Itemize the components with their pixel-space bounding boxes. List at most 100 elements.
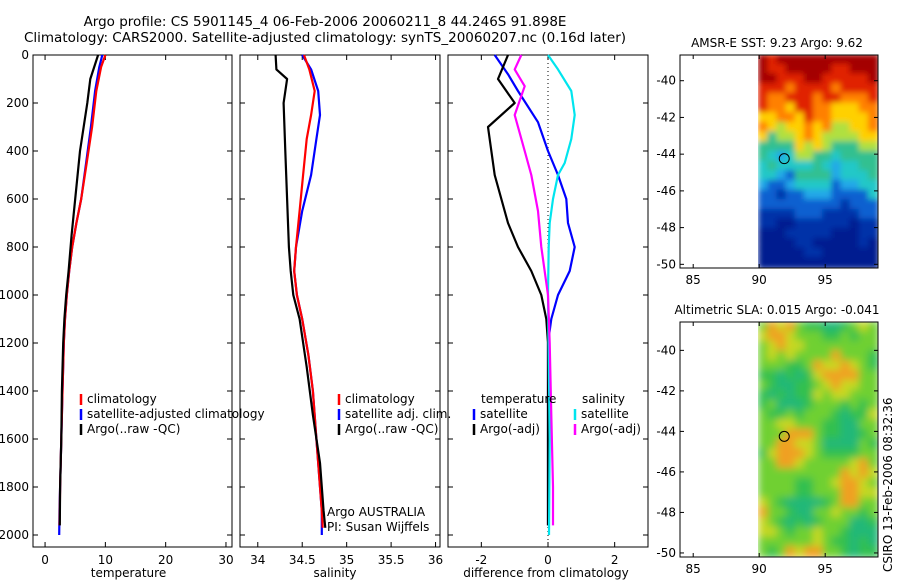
map-cell xyxy=(822,360,834,372)
x-tick-label: 85 xyxy=(686,562,701,576)
map-cell xyxy=(831,399,843,412)
map-cell xyxy=(858,131,870,144)
map-cell xyxy=(794,448,806,461)
map-cell xyxy=(776,526,788,539)
map-cell xyxy=(867,330,878,343)
map-cell xyxy=(758,73,770,86)
map-cell xyxy=(785,199,797,211)
map-cell xyxy=(831,189,843,202)
map-cell xyxy=(849,477,861,490)
map-cell xyxy=(822,409,834,421)
map-cell xyxy=(785,160,797,173)
x-tick-label: 34.5 xyxy=(289,553,316,567)
map-cell xyxy=(776,170,788,182)
map-cell xyxy=(776,399,788,412)
map-cell xyxy=(776,228,788,240)
legend-argo-label: Argo(..raw -QC) xyxy=(87,422,180,436)
map-cell xyxy=(803,141,816,153)
map-cell xyxy=(822,150,834,163)
map-cell xyxy=(849,121,861,134)
map-cell xyxy=(776,121,788,134)
map-cell xyxy=(831,330,843,343)
map-cell xyxy=(813,526,825,539)
map-cell xyxy=(776,131,788,144)
map-cell xyxy=(758,448,770,461)
map-cell xyxy=(858,73,870,86)
map-cell xyxy=(858,507,870,519)
map-cell xyxy=(840,247,852,260)
map-cell xyxy=(813,477,825,490)
map-cell xyxy=(776,448,788,461)
map-cell xyxy=(840,409,852,421)
map-cell xyxy=(867,218,878,231)
map-cell xyxy=(822,350,834,363)
map-cell xyxy=(840,428,852,441)
map-cell xyxy=(849,199,861,211)
map-cell xyxy=(767,448,779,461)
x-tick-label: 85 xyxy=(686,273,701,287)
map-cell xyxy=(767,438,779,451)
map-cell xyxy=(858,92,870,105)
map-cell xyxy=(794,83,806,95)
map-cell xyxy=(767,360,779,372)
map-cell xyxy=(831,199,843,211)
map-cell xyxy=(849,526,861,539)
map-cell xyxy=(840,237,852,250)
map-cell xyxy=(858,418,870,431)
map-cell xyxy=(849,170,861,182)
map-cell xyxy=(831,536,843,549)
map-cell xyxy=(794,228,806,240)
map-cell xyxy=(794,497,806,510)
map-cell xyxy=(840,458,852,470)
map-cell xyxy=(831,322,843,333)
map-cell xyxy=(849,92,861,105)
map-cell xyxy=(767,322,779,333)
map-cell xyxy=(813,497,825,510)
map-cell xyxy=(858,55,870,66)
map-cell xyxy=(785,507,797,519)
legend-satellite-adjusted-label: satellite-adjusted climatology xyxy=(87,407,265,421)
map-cell xyxy=(867,536,878,549)
map-cell xyxy=(785,389,797,402)
map-cell xyxy=(794,237,806,250)
map-cell xyxy=(831,418,843,431)
map-cell xyxy=(803,228,816,240)
map-cell xyxy=(785,218,797,231)
x-axis-label: temperature xyxy=(91,566,166,580)
map-cell xyxy=(794,350,806,363)
map-cell xyxy=(822,102,834,115)
map-cell xyxy=(849,536,861,549)
y-tick-label: 600 xyxy=(6,192,29,206)
map-cell xyxy=(794,330,806,343)
map-cell xyxy=(785,102,797,115)
map-cell xyxy=(867,428,878,441)
map-cell xyxy=(767,350,779,363)
map-cell xyxy=(813,379,825,392)
map-cell xyxy=(858,170,870,182)
map-cell xyxy=(794,73,806,86)
map-cell xyxy=(849,467,861,480)
map-cell xyxy=(803,379,816,392)
map-cell xyxy=(822,497,834,510)
map-cell xyxy=(858,179,870,192)
map-cell xyxy=(840,438,852,451)
map-cell xyxy=(785,83,797,95)
map-cell xyxy=(794,131,806,144)
map-cell xyxy=(867,369,878,382)
map-cell xyxy=(794,218,806,231)
map-cell xyxy=(758,546,770,557)
y-tick-label: -48 xyxy=(656,505,676,519)
map-cell xyxy=(831,247,843,260)
map-cell xyxy=(776,409,788,421)
map-cell xyxy=(803,322,816,333)
map-cell xyxy=(831,141,843,153)
map-cell xyxy=(867,477,878,490)
map-cell xyxy=(858,516,870,529)
map-cell xyxy=(858,546,870,557)
map-cell xyxy=(785,360,797,372)
map-cell xyxy=(785,546,797,557)
map-cell xyxy=(794,516,806,529)
map-cell xyxy=(858,112,870,124)
map-cell xyxy=(785,438,797,451)
map-cell xyxy=(840,208,852,221)
